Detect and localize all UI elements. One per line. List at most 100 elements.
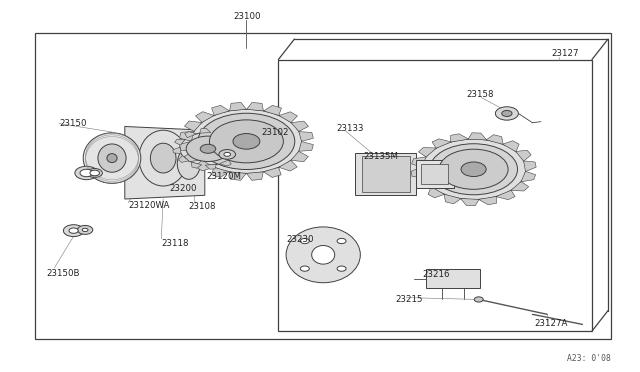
Polygon shape [200, 128, 211, 133]
Polygon shape [419, 148, 436, 157]
Polygon shape [179, 141, 194, 151]
Circle shape [224, 153, 230, 156]
Circle shape [300, 266, 309, 271]
Polygon shape [291, 121, 308, 131]
Circle shape [495, 107, 518, 120]
Circle shape [186, 136, 230, 161]
Circle shape [191, 109, 301, 173]
Circle shape [337, 266, 346, 271]
Polygon shape [299, 132, 314, 141]
Polygon shape [184, 121, 202, 131]
Text: 23133: 23133 [336, 124, 364, 133]
Text: 23108: 23108 [189, 202, 216, 211]
Polygon shape [175, 139, 185, 145]
Polygon shape [299, 141, 314, 151]
Circle shape [337, 238, 346, 244]
Circle shape [422, 139, 525, 199]
Text: 23230: 23230 [287, 235, 314, 244]
Text: 23118: 23118 [161, 239, 189, 248]
Polygon shape [486, 135, 503, 144]
Polygon shape [264, 105, 282, 115]
Circle shape [429, 144, 518, 195]
Polygon shape [230, 102, 246, 111]
Polygon shape [214, 129, 225, 135]
Polygon shape [235, 144, 243, 150]
Bar [426, 269, 480, 288]
Ellipse shape [107, 154, 117, 163]
Polygon shape [428, 187, 445, 198]
Polygon shape [521, 171, 536, 182]
Ellipse shape [150, 143, 176, 173]
Text: 23120M: 23120M [206, 172, 241, 181]
Text: 23135M: 23135M [364, 153, 399, 161]
Bar [362, 156, 410, 192]
Polygon shape [451, 134, 468, 142]
Polygon shape [496, 190, 515, 200]
Circle shape [198, 113, 295, 170]
Polygon shape [179, 155, 189, 162]
Circle shape [180, 132, 236, 165]
Polygon shape [416, 177, 431, 188]
Circle shape [233, 134, 260, 149]
Polygon shape [227, 135, 237, 142]
Text: 23158: 23158 [466, 90, 493, 99]
Bar [35, 33, 611, 339]
Bar [355, 153, 416, 195]
Text: 23216: 23216 [422, 270, 450, 279]
Polygon shape [229, 172, 246, 180]
Polygon shape [444, 194, 461, 204]
Text: 23102: 23102 [261, 128, 289, 137]
Polygon shape [432, 139, 451, 148]
Circle shape [80, 169, 93, 177]
Polygon shape [502, 141, 519, 152]
Circle shape [461, 162, 486, 177]
Circle shape [63, 225, 84, 237]
Text: 23150B: 23150B [46, 269, 79, 278]
Circle shape [219, 150, 236, 159]
Text: 23127A: 23127A [534, 319, 568, 328]
Circle shape [474, 297, 483, 302]
Text: 23200: 23200 [170, 185, 197, 193]
Circle shape [502, 110, 512, 116]
Polygon shape [264, 167, 281, 177]
Polygon shape [461, 199, 479, 206]
Polygon shape [184, 151, 202, 161]
Polygon shape [246, 172, 263, 180]
Polygon shape [196, 112, 214, 122]
Circle shape [90, 170, 100, 176]
Text: 23215: 23215 [396, 295, 423, 304]
Circle shape [69, 228, 78, 233]
Polygon shape [125, 126, 205, 199]
Polygon shape [411, 167, 424, 177]
Polygon shape [212, 105, 229, 115]
Polygon shape [173, 147, 181, 154]
Circle shape [200, 144, 216, 153]
Polygon shape [231, 153, 241, 158]
Bar [421, 164, 448, 184]
Bar [416, 160, 454, 188]
Text: 23120WA: 23120WA [128, 201, 170, 210]
Ellipse shape [139, 130, 188, 186]
Text: 23127: 23127 [552, 49, 579, 58]
Polygon shape [279, 160, 297, 171]
Polygon shape [211, 167, 229, 177]
Polygon shape [479, 196, 497, 205]
Circle shape [77, 225, 93, 234]
Polygon shape [511, 182, 529, 191]
Polygon shape [220, 160, 231, 166]
Polygon shape [468, 133, 486, 140]
Polygon shape [185, 132, 196, 138]
Bar [278, 60, 592, 331]
Circle shape [83, 228, 88, 231]
Text: 23150: 23150 [59, 119, 86, 128]
Ellipse shape [312, 246, 335, 264]
Text: A23: 0'08: A23: 0'08 [567, 354, 611, 363]
Polygon shape [179, 131, 194, 141]
Polygon shape [412, 157, 426, 167]
Ellipse shape [177, 148, 200, 179]
Ellipse shape [98, 144, 126, 172]
Polygon shape [195, 160, 214, 171]
Polygon shape [279, 112, 298, 122]
Polygon shape [205, 164, 216, 169]
Circle shape [209, 120, 284, 163]
